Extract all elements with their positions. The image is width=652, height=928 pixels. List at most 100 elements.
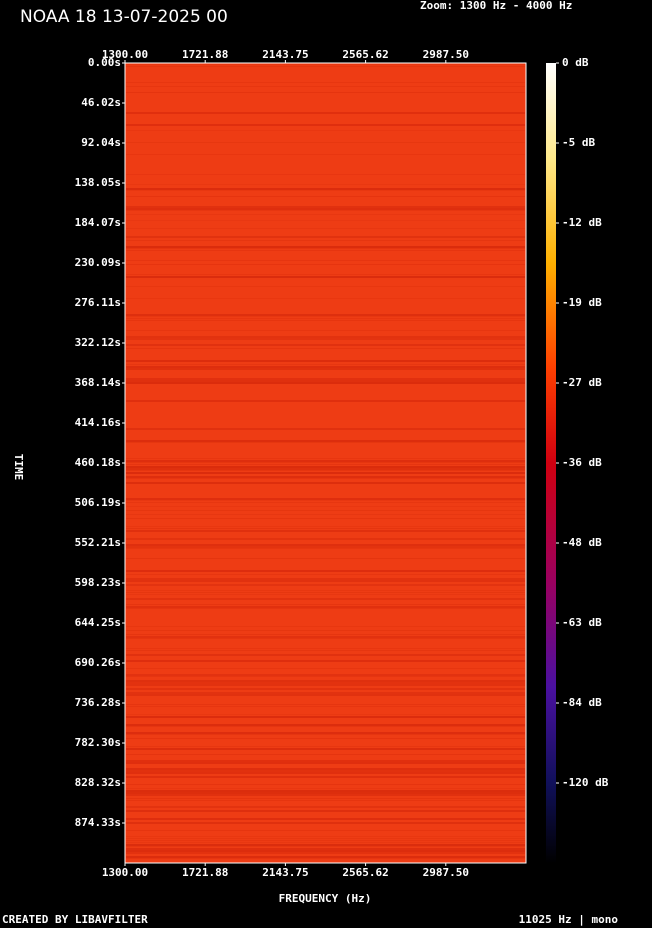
texture-stripe [126,276,525,278]
texture-stripe [126,676,525,677]
texture-stripe [126,344,525,346]
y-tick-label: 414.16s [75,416,121,429]
texture-stripe [126,724,525,726]
texture-stripe [126,196,525,197]
texture-stripe [126,526,525,527]
texture-stripe [126,626,525,627]
y-tick-label: 644.25s [75,616,121,629]
chart-title: NOAA 18 13-07-2025 00 [20,7,228,27]
colorbar-tick-label: -19 dB [562,296,602,309]
colorbar-tick-label: 0 dB [562,56,589,69]
y-tick-label: 690.26s [75,656,121,669]
x-tick-label: 1300.00 [102,48,148,61]
texture-stripe [126,654,525,656]
y-tick-label: 184.07s [75,216,121,229]
texture-stripe [126,66,525,67]
texture-stripe [126,692,525,694]
texture-stripe [126,64,525,65]
texture-stripe [126,748,525,750]
y-tick-label: 828.32s [75,776,121,789]
texture-stripe [126,318,525,319]
texture-stripe [126,674,525,676]
texture-stripe [126,472,525,474]
y-tick-label: 46.02s [81,96,121,109]
y-axis-label: TIME [12,454,25,481]
texture-stripe [126,746,525,747]
texture-stripe [126,574,525,575]
texture-stripe [126,770,525,772]
texture-stripe [126,462,525,463]
x-tick-label: 2143.75 [262,866,308,879]
texture-stripe [126,478,525,479]
texture-stripe [126,184,525,185]
texture-stripe [126,92,525,93]
x-tick-label: 2565.62 [342,48,388,61]
texture-stripe [126,502,525,503]
texture-stripe [126,852,525,854]
texture-stripe [126,788,525,789]
texture-stripe [126,112,525,114]
texture-stripe [126,464,525,465]
texture-stripe [126,668,525,669]
texture-stripe [126,460,525,462]
texture-stripe [126,844,525,846]
texture-stripe [126,680,525,682]
texture-stripe [126,206,525,208]
texture-stripe [126,364,525,365]
texture-stripe [126,498,525,500]
texture-stripe [126,570,525,572]
texture-stripe [126,174,525,175]
texture-stripe [126,544,525,546]
colorbar [546,63,556,863]
texture-stripe [126,594,525,595]
texture-stripe [126,716,525,718]
texture-stripe [126,790,525,792]
texture-stripe [126,518,525,519]
texture-stripe [126,848,525,850]
texture-stripe [126,580,525,582]
texture-stripe [126,606,525,608]
texture-stripe [126,248,525,249]
texture-stripe [126,688,525,690]
texture-stripe [126,842,525,843]
texture-stripe [126,236,525,238]
texture-stripe [126,246,525,248]
texture-stripe [126,316,525,317]
texture-stripe [126,784,525,785]
texture-stripe [126,336,525,338]
footer-right: 11025 Hz | mono [519,913,619,926]
texture-stripe [126,470,525,471]
texture-stripe [126,382,525,384]
texture-stripe [126,264,525,265]
texture-stripe [126,506,525,507]
texture-stripe [126,598,525,600]
x-tick-label: 1721.88 [182,866,228,879]
texture-stripe [126,274,525,275]
texture-stripe [126,856,525,858]
texture-stripe [126,500,525,501]
texture-stripe [126,82,525,83]
spectrogram-texture [126,64,525,859]
colorbar-tick-label: -84 dB [562,696,602,709]
texture-stripe [126,548,525,549]
texture-stripe [126,772,525,774]
y-tick-label: 138.05s [75,176,121,189]
texture-stripe [126,830,525,831]
texture-stripe [126,366,525,368]
texture-stripe [126,578,525,580]
footer-left: CREATED BY LIBAVFILTER [2,913,148,926]
texture-stripe [126,528,525,529]
texture-stripe [126,142,525,143]
texture-stripe [126,538,525,540]
y-tick-label: 782.30s [75,736,121,749]
texture-stripe [126,130,525,131]
texture-stripe [126,250,525,251]
texture-stripe [126,330,525,331]
texture-stripe [126,636,525,638]
texture-stripe [126,220,525,221]
texture-stripe [126,638,525,639]
x-tick-label: 2987.50 [423,48,469,61]
y-tick-label: 598.23s [75,576,121,589]
texture-stripe [126,630,525,631]
